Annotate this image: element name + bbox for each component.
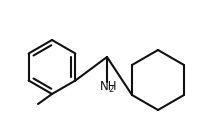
Text: 2: 2 [108,85,114,94]
Text: NH: NH [100,80,117,94]
